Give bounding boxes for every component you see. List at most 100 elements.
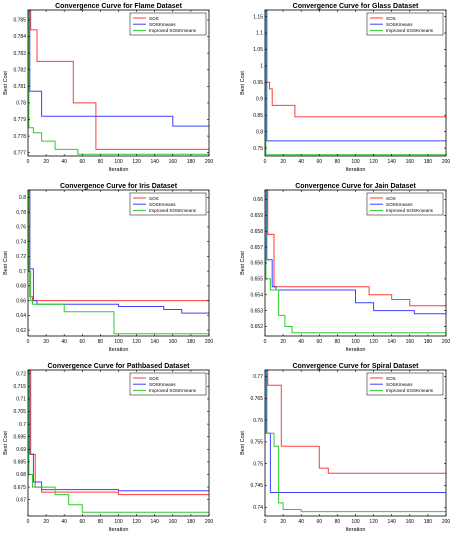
chart-title: Convergence Curve for Flame Dataset (55, 3, 182, 10)
y-tick-label: 0.659 (250, 213, 263, 219)
x-axis-label: Iteration (346, 347, 366, 353)
x-axis-label: Iteration (109, 347, 129, 353)
x-tick-label: 40 (298, 339, 304, 345)
x-tick-label: 20 (280, 159, 286, 165)
x-tick-label: 100 (114, 519, 123, 525)
legend-entry: Improved SOSKmeans (386, 208, 434, 213)
y-tick-label: 0.62 (16, 328, 26, 334)
chart-svg: Convergence Curve for Pathbased Dataset 0… (3, 363, 214, 533)
y-axis-label: Best Cost (240, 71, 246, 95)
x-tick-label: 140 (151, 339, 160, 345)
y-tick-label: 0.66 (253, 197, 263, 203)
y-tick-label: 0.78 (16, 101, 26, 107)
x-tick-label: 160 (406, 159, 415, 165)
y-tick-label: 0.78 (16, 210, 26, 216)
x-tick-label: 180 (187, 519, 196, 525)
y-tick-label: 0.7 (19, 422, 26, 428)
y-tick-label: 0.778 (13, 134, 26, 140)
y-tick-label: 0.77 (253, 374, 263, 380)
x-tick-label: 200 (205, 519, 214, 525)
y-tick-label: 0.7 (19, 269, 26, 275)
chart-pathbased: Convergence Curve for Pathbased Dataset 0… (0, 360, 237, 541)
x-axis-label: Iteration (109, 527, 129, 533)
y-tick-label: 0.653 (250, 308, 263, 314)
y-tick-label: 0.68 (16, 284, 26, 290)
y-tick-label: 0.9 (256, 96, 263, 102)
y-tick-label: 0.652 (250, 324, 263, 330)
legend-box (129, 192, 207, 216)
y-tick-label: 0.69 (16, 447, 26, 453)
x-tick-label: 40 (298, 159, 304, 165)
y-axis-label: Best Cost (240, 251, 246, 275)
y-tick-label: 0.64 (16, 313, 26, 319)
x-tick-label: 160 (169, 339, 178, 345)
series-line-1 (265, 189, 446, 307)
legend-entry: SOSKmeans (149, 22, 176, 27)
series-line-2 (265, 189, 446, 315)
y-tick-label: 0.95 (253, 80, 263, 86)
y-tick-label: 0.781 (13, 84, 26, 90)
x-tick-label: 100 (351, 519, 360, 525)
y-tick-label: 0.71 (16, 397, 26, 403)
legend-entry: SOSKmeans (386, 382, 413, 387)
y-tick-label: 0.695 (13, 434, 26, 440)
legend-entry: Improved SOSKmeans (386, 388, 434, 393)
x-tick-label: 20 (43, 159, 49, 165)
y-tick-label: 0.72 (16, 254, 26, 260)
legend-entry: SOS (149, 376, 159, 381)
x-tick-label: 160 (169, 519, 178, 525)
series-line-2 (28, 189, 209, 314)
legend-entry: SOSKmeans (386, 22, 413, 27)
chart-iris: Convergence Curve for Iris Dataset 0 20 40 6… (0, 180, 237, 360)
x-tick-label: 140 (151, 159, 160, 165)
x-tick-label: 40 (298, 519, 304, 525)
x-axis-label: Iteration (346, 167, 366, 173)
x-tick-label: 60 (80, 339, 86, 345)
chart-spiral: Convergence Curve for Spiral Dataset 0 20 4… (237, 360, 474, 541)
y-tick-label: 0.75 (253, 461, 263, 467)
series-line-2 (28, 9, 209, 127)
x-tick-label: 80 (335, 159, 341, 165)
y-tick-label: 0.76 (253, 418, 263, 424)
y-tick-label: 0.656 (250, 261, 263, 267)
x-tick-label: 0 (27, 519, 30, 525)
y-tick-label: 0.658 (250, 229, 263, 235)
y-tick-label: 0.72 (16, 371, 26, 377)
y-tick-label: 0.782 (13, 67, 26, 73)
y-axis-label: Best Cost (3, 251, 9, 275)
series-group (28, 369, 209, 513)
chart-title: Convergence Curve for Glass Dataset (293, 3, 419, 10)
chart-flame: Convergence Curve for Flame Dataset 0 20 40… (0, 0, 237, 180)
x-tick-label: 80 (98, 339, 104, 345)
x-tick-label: 100 (114, 339, 123, 345)
x-tick-label: 40 (61, 519, 67, 525)
y-tick-label: 0.745 (250, 483, 263, 489)
series-line-3 (265, 189, 446, 334)
x-tick-label: 0 (27, 159, 30, 165)
y-tick-label: 0.654 (250, 292, 263, 298)
y-tick-label: 0.784 (13, 34, 26, 40)
x-tick-label: 120 (369, 159, 378, 165)
x-tick-label: 140 (388, 519, 397, 525)
x-tick-label: 0 (264, 339, 267, 345)
y-tick-label: 0.779 (13, 117, 26, 123)
x-tick-label: 180 (424, 159, 433, 165)
y-tick-label: 0.777 (13, 150, 26, 156)
x-tick-label: 180 (424, 519, 433, 525)
series-line-2 (28, 369, 209, 492)
chart-svg: Convergence Curve for Flame Dataset 0 20 40… (3, 3, 213, 173)
series-line-3 (28, 9, 209, 155)
y-tick-label: 0.685 (13, 460, 26, 466)
y-tick-label: 0.715 (13, 384, 26, 390)
y-tick-label: 1.15 (253, 14, 263, 20)
legend-entry: Improved SOSKmeans (149, 208, 197, 213)
y-tick-label: 0.67 (16, 497, 26, 503)
x-tick-label: 100 (351, 159, 360, 165)
x-tick-label: 200 (442, 159, 451, 165)
x-tick-label: 180 (424, 339, 433, 345)
